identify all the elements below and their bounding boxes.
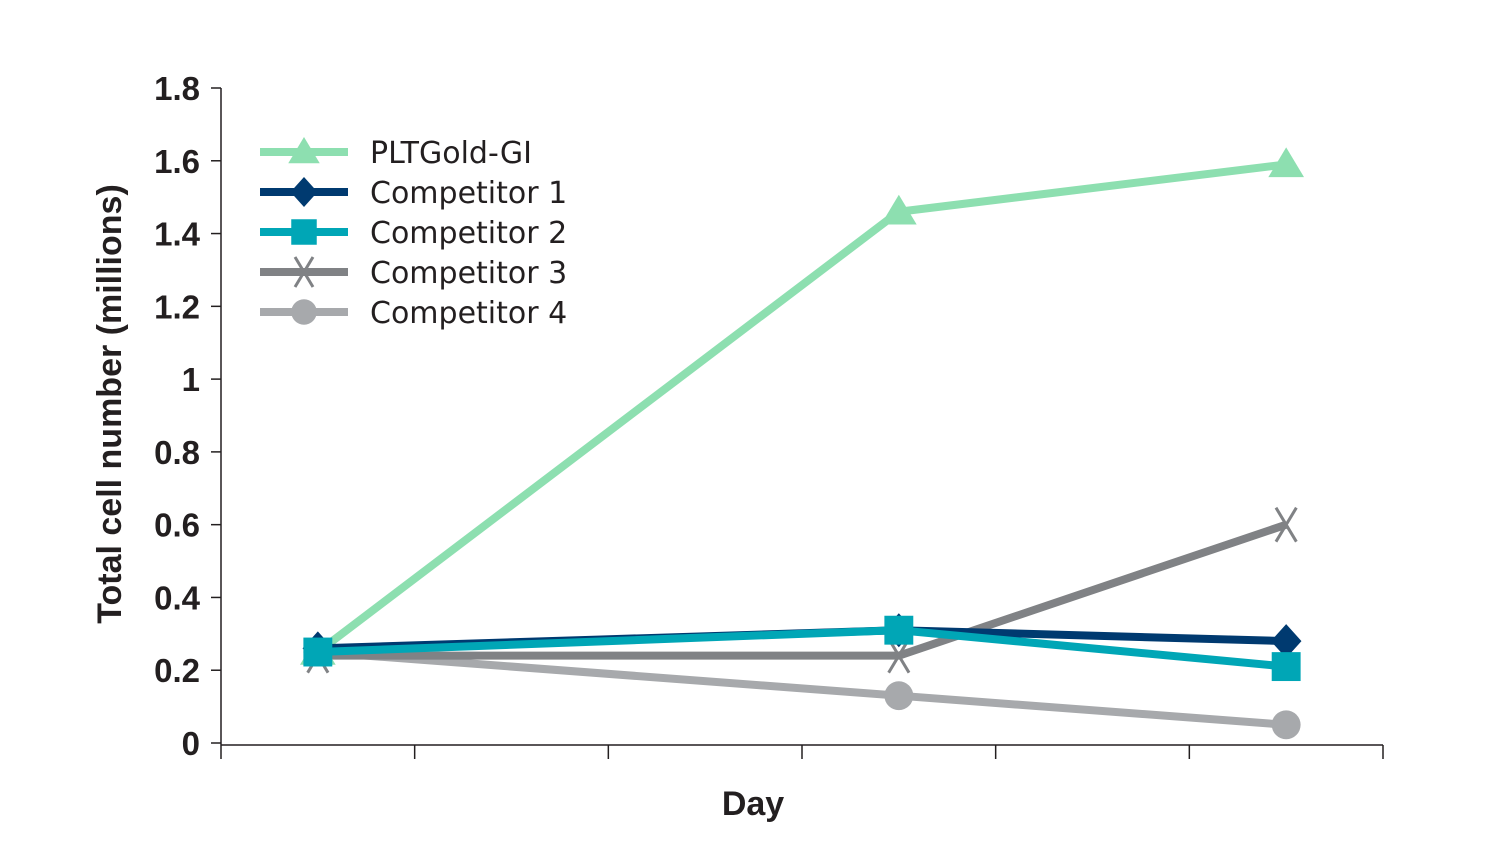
diamond-marker xyxy=(290,177,318,207)
triangle-marker xyxy=(1268,147,1305,178)
y-tick-label: 1.2 xyxy=(154,288,200,325)
y-tick-label: 1.4 xyxy=(154,216,201,253)
series-group xyxy=(299,147,1305,740)
x-marker xyxy=(1274,506,1298,543)
y-axis-label: Total cell number (millions) xyxy=(91,184,129,624)
legend-label: Competitor 1 xyxy=(370,176,567,211)
square-marker xyxy=(303,637,333,667)
series-competitor-2 xyxy=(303,615,1301,682)
square-marker xyxy=(884,615,914,645)
y-tick-label: 0 xyxy=(182,725,200,762)
y-tick-label: 0.2 xyxy=(154,652,200,689)
triangle-marker xyxy=(288,137,320,164)
legend-item: Competitor 3 xyxy=(260,256,567,291)
x-axis-label: Day xyxy=(722,785,784,823)
circle-marker xyxy=(1271,710,1301,740)
legend-item: PLTGold-GI xyxy=(260,136,532,171)
legend-label: Competitor 2 xyxy=(370,216,567,251)
y-tick-label: 1 xyxy=(182,361,200,398)
legend-item: Competitor 4 xyxy=(260,296,567,331)
legend-item: Competitor 1 xyxy=(260,176,567,211)
y-tick-labels: 0 0.2 0.4 0.6 0.8 1 1.2 1.4 1.6 1.8 xyxy=(154,70,201,762)
square-marker xyxy=(291,219,317,245)
circle-marker xyxy=(291,299,317,325)
legend-item: Competitor 2 xyxy=(260,216,567,251)
legend-label: PLTGold-GI xyxy=(370,136,532,171)
series-line xyxy=(317,648,1287,729)
y-tick-label: 1.6 xyxy=(154,143,200,180)
circle-marker xyxy=(884,681,914,711)
diamond-marker xyxy=(1270,624,1302,659)
y-tick-label: 1.8 xyxy=(154,70,200,107)
x-marker xyxy=(293,256,315,288)
y-tick-label: 0.6 xyxy=(154,507,200,544)
legend-label: Competitor 4 xyxy=(370,296,567,331)
y-tick-label: 0.4 xyxy=(154,579,201,616)
square-marker xyxy=(1271,652,1301,682)
triangle-marker xyxy=(880,194,917,225)
axes xyxy=(211,87,1384,759)
y-tick-label: 0.8 xyxy=(154,434,200,471)
legend: PLTGold-GI Competitor 1 Competitor 2 Compet… xyxy=(260,136,567,331)
legend-label: Competitor 3 xyxy=(370,256,567,291)
